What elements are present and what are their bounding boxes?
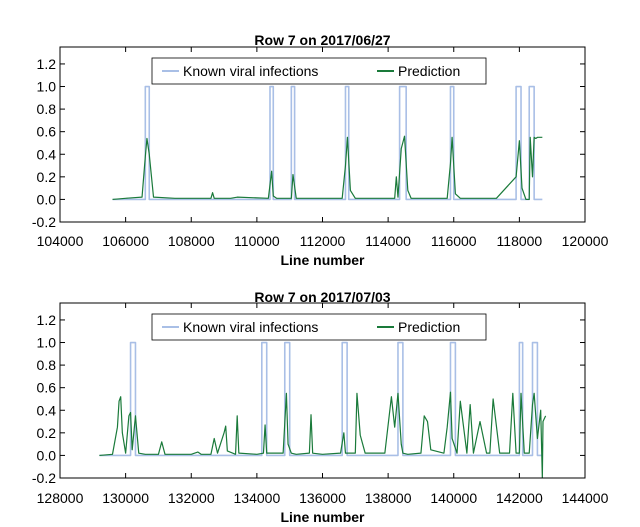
y-tick-label: 0.6 — [37, 380, 57, 396]
x-tick-label: 104000 — [37, 233, 84, 249]
x-tick-label: 130000 — [102, 490, 149, 506]
y-tick-label: 0.2 — [37, 425, 57, 441]
y-tick-label: 0.2 — [37, 169, 57, 185]
legend-label: Known viral infections — [183, 319, 318, 335]
legend-label: Prediction — [398, 319, 460, 335]
series-line-prediction — [99, 391, 547, 478]
x-tick-label: 106000 — [102, 233, 149, 249]
legend-label: Prediction — [398, 63, 460, 79]
y-tick-label: 0.0 — [37, 191, 57, 207]
x-tick-label: 108000 — [168, 233, 215, 249]
y-tick-label: 1.2 — [37, 312, 57, 328]
y-tick-label: 0.8 — [37, 101, 57, 117]
legend-label: Known viral infections — [183, 63, 318, 79]
x-tick-label: 128000 — [37, 490, 84, 506]
chart-title: Row 7 on 2017/07/03 — [254, 289, 390, 305]
series-line-known-viral-infections — [112, 85, 543, 201]
chart-panel-2: Row 7 on 2017/07/03 -0.2 0.0 0.2 0.4 0.6 0.8 1.… — [32, 289, 609, 525]
y-tick-label: 1.0 — [37, 335, 57, 351]
legend: Known viral infections Prediction — [151, 313, 487, 341]
x-tick-label: 138000 — [365, 490, 412, 506]
x-tick-label: 140000 — [430, 490, 477, 506]
x-tick-label: 134000 — [234, 490, 281, 506]
x-tick-label: 142000 — [496, 490, 543, 506]
x-tick-label: 118000 — [497, 233, 543, 249]
x-tick-label: 116000 — [431, 233, 477, 249]
y-tick-label: 0.0 — [37, 447, 57, 463]
y-tick-label: 1.0 — [37, 79, 57, 95]
x-axis-label: Line number — [280, 252, 365, 268]
y-tick-label: 1.2 — [37, 56, 57, 72]
series-line-prediction — [112, 135, 543, 201]
y-tick-label: -0.2 — [32, 470, 56, 486]
chart-title: Row 7 on 2017/06/27 — [254, 32, 390, 48]
y-tick-label: 0.4 — [37, 402, 57, 418]
y-tick-label: 0.6 — [37, 124, 57, 140]
legend-box — [151, 313, 487, 341]
series-line-known-viral-infections — [99, 341, 543, 457]
x-axis-label: Line number — [280, 509, 365, 525]
x-tick-label: 112000 — [300, 233, 346, 249]
legend-box — [151, 57, 487, 85]
x-tick-label: 132000 — [168, 490, 215, 506]
y-tick-label: 0.8 — [37, 357, 57, 373]
x-tick-label: 136000 — [299, 490, 346, 506]
x-tick-label: 114000 — [365, 233, 411, 249]
x-tick-label: 110000 — [234, 233, 280, 249]
x-tick-label: 120000 — [562, 233, 609, 249]
legend: Known viral infections Prediction — [151, 57, 487, 85]
y-tick-label: -0.2 — [32, 214, 56, 230]
x-tick-label: 144000 — [562, 490, 609, 506]
y-tick-label: 0.4 — [37, 146, 57, 162]
chart-panel-1: Row 7 on 2017/06/27 -0.2 0.0 0.2 0.4 0.6 0.8 1.… — [32, 32, 609, 268]
